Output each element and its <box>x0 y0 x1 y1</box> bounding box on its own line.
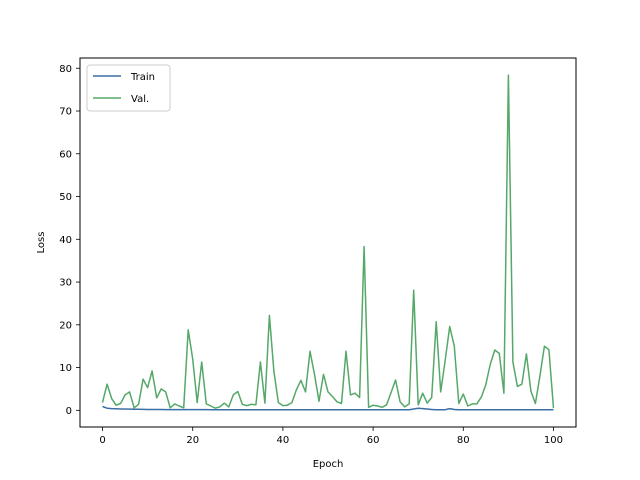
x-tick-label: 60 <box>367 435 380 446</box>
y-tick-label: 60 <box>59 149 72 160</box>
y-tick-label: 0 <box>66 406 72 417</box>
x-tick-label: 20 <box>186 435 199 446</box>
y-tick-label: 20 <box>59 320 72 331</box>
series-layer <box>101 74 555 411</box>
y-tick-label: 80 <box>59 64 72 75</box>
y-tick-label: 40 <box>59 235 72 246</box>
y-tick-label: 10 <box>59 363 72 374</box>
x-axis-label: Epoch <box>313 459 344 470</box>
legend-box <box>86 64 171 112</box>
y-tick-label: 30 <box>59 278 72 289</box>
plot-area <box>80 58 576 427</box>
y-tick-label: 50 <box>59 192 72 203</box>
x-tick-label: 100 <box>544 435 563 446</box>
y-tick-label: 70 <box>59 107 72 118</box>
legend: Train Val. <box>86 64 171 112</box>
series-line-val <box>101 74 555 409</box>
series-line-train <box>102 405 554 411</box>
y-axis-ticks: 0 10 20 30 40 50 60 70 80 <box>59 64 80 417</box>
legend-label: Val. <box>131 94 149 105</box>
x-tick-label: 0 <box>99 435 105 446</box>
x-axis-ticks: 0 20 40 60 80 100 <box>99 427 563 446</box>
x-tick-label: 80 <box>457 435 470 446</box>
legend-label: Train <box>130 72 155 83</box>
x-tick-label: 40 <box>277 435 290 446</box>
y-axis-label: Loss <box>36 232 47 254</box>
plot-frame <box>79 57 577 428</box>
